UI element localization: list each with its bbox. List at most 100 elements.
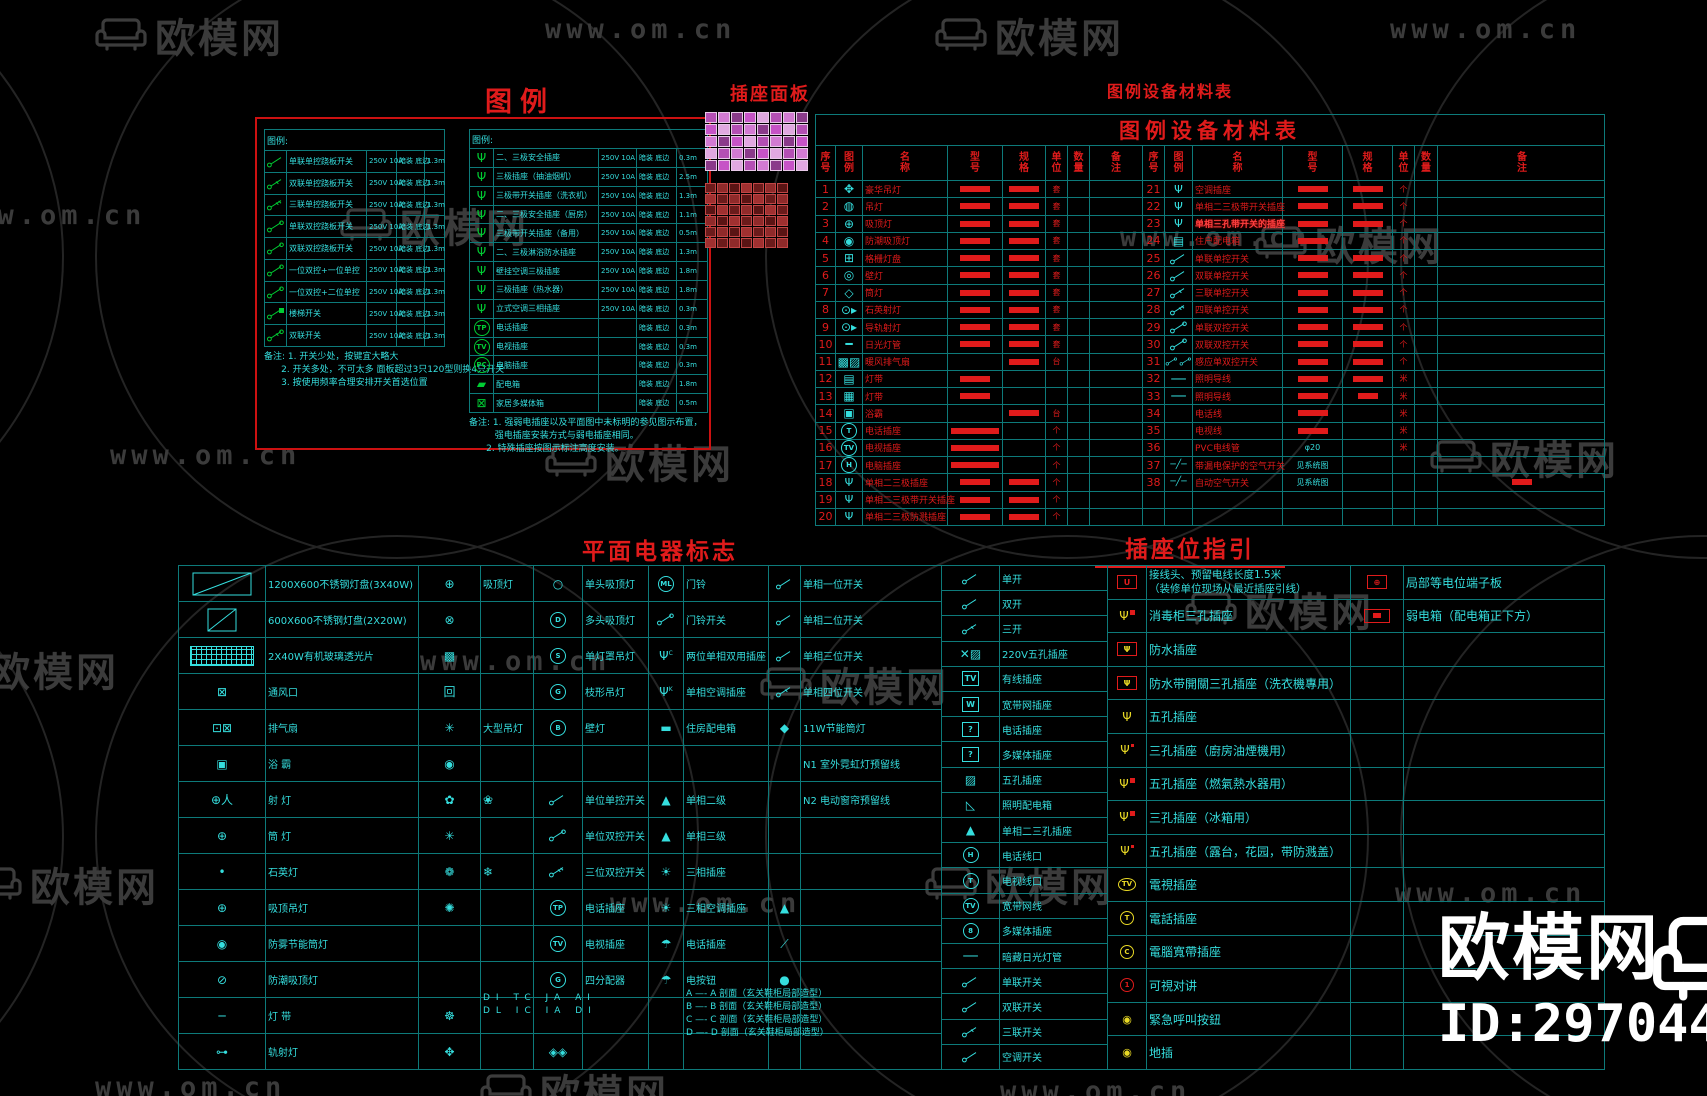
materials-row: 14 ▣ 浴霸 台 34 电话线 米 bbox=[816, 405, 1604, 423]
materials-no-cell: 1 bbox=[816, 181, 836, 198]
socket-panel-cell bbox=[717, 194, 728, 204]
socket-panel-cell bbox=[796, 148, 808, 159]
materials-model-cell bbox=[948, 474, 1003, 491]
legend-header: 图例: bbox=[472, 135, 494, 146]
socket-panel-cell bbox=[765, 216, 776, 226]
socket-panel-cell bbox=[796, 112, 808, 123]
materials-empty-cell bbox=[1438, 492, 1606, 508]
sofa-icon bbox=[1652, 908, 1707, 1006]
materials-name-cell: 灯带 bbox=[863, 388, 948, 405]
plan-label-cell: 射 灯 bbox=[266, 782, 419, 817]
materials-model-cell bbox=[948, 388, 1003, 405]
plan-row: ⊡⊠ 排气扇 ✳ 大型吊灯 B 壁灯 ▬ 住房配电箱 ◆ 11W节能筒灯 bbox=[179, 710, 941, 746]
legend-row: 单联双控跷板开关 250V 10A 暗装 底边 1.3m bbox=[265, 216, 445, 239]
materials-model-cell: φ20 bbox=[1283, 439, 1343, 456]
materials-qty-cell bbox=[1068, 336, 1090, 353]
socket-panel-cell bbox=[718, 160, 730, 171]
materials-model-cell bbox=[948, 267, 1003, 284]
legend-spec-cell: 250V 10A bbox=[599, 299, 637, 318]
legend-symbol-cell: TV bbox=[470, 337, 494, 356]
guide-symbol2-cell bbox=[1351, 700, 1404, 733]
legend-symbol-cell: Ψ bbox=[470, 262, 494, 281]
guide-symbol2-cell bbox=[1351, 767, 1404, 801]
plan-symbol-cell bbox=[534, 854, 583, 889]
socket-panel-cell bbox=[770, 112, 782, 123]
strip-label-cell: 宽带网插座 bbox=[1002, 700, 1052, 712]
legend-height-cell: 1.3m bbox=[427, 244, 445, 253]
plan-strip-row: 双开 bbox=[942, 591, 1107, 617]
materials-model-cell bbox=[1283, 388, 1343, 405]
legend-symbol-cell: Ψ bbox=[470, 224, 494, 243]
materials-symbol-cell: ◍ bbox=[836, 198, 863, 215]
legend-symbol-cell: Ψ bbox=[470, 299, 494, 318]
materials-qty-cell bbox=[1415, 267, 1438, 284]
socket-panel-cell bbox=[777, 227, 788, 237]
legend-name-cell: 壁挂空调三极插座 bbox=[494, 262, 599, 281]
materials-qty-cell bbox=[1068, 388, 1090, 405]
plan-symbol-cell: ⊕ bbox=[419, 566, 481, 601]
strip-symbol-cell: ? bbox=[942, 742, 1000, 767]
materials-symbol-cell: ▤ bbox=[1165, 232, 1193, 249]
materials-spec-cell bbox=[1003, 474, 1046, 491]
legend-row: ▰ 配电箱 暗装 底边 1.8m bbox=[470, 375, 707, 395]
materials-header-cell: 图例 bbox=[836, 146, 863, 180]
materials-note-cell bbox=[1438, 354, 1606, 370]
plan-symbol-cell bbox=[769, 638, 801, 673]
materials-spec-cell bbox=[1343, 301, 1393, 318]
plan-label-cell bbox=[684, 746, 769, 781]
plan-label-cell: 600X600不锈钢灯盘(2X20W) bbox=[266, 602, 419, 637]
strip-label-cell: 电视线口 bbox=[1002, 877, 1042, 889]
socket-panel-cell bbox=[731, 160, 743, 171]
plan-symbol-cell: ◉ bbox=[179, 926, 266, 961]
materials-symbol-cell: Ψ bbox=[836, 508, 863, 525]
watermark-brand: 欧模网 bbox=[0, 855, 159, 913]
socket-panel-cell bbox=[783, 148, 795, 159]
materials-unit-cell: 套 bbox=[1046, 319, 1068, 336]
legend-row: Ψ 二、三极安全插座（厨房） 250V 10A 暗装 底边 1.1m bbox=[470, 205, 707, 225]
legend-spec-cell: 250V 10A bbox=[599, 243, 637, 262]
legend-height-cell: 1.3m bbox=[427, 200, 445, 209]
socket-panel-cell bbox=[705, 148, 717, 159]
materials-unit-cell: 个 bbox=[1393, 250, 1415, 267]
plan-symbol-cell bbox=[649, 746, 684, 781]
legend-mount-cell: 暗装 底边 bbox=[397, 151, 429, 172]
strip-label-cell: 空调开关 bbox=[1002, 1053, 1042, 1065]
plan-label-cell: 轨射灯 bbox=[266, 1034, 419, 1069]
legend-name-cell: 一位双控+二位单控 bbox=[287, 281, 367, 303]
plan-label-cell: 单相三位开关 bbox=[803, 652, 863, 663]
watermark-url: www.om.cn bbox=[1000, 1076, 1192, 1096]
materials-qty-cell bbox=[1415, 474, 1438, 491]
materials-no-cell: 17 bbox=[816, 457, 836, 474]
materials-spec-cell bbox=[1003, 439, 1046, 456]
materials-name-cell: 带漏电保护的空气开关 bbox=[1193, 457, 1285, 474]
plan-label-cell bbox=[481, 1034, 534, 1069]
socket-panel-cell bbox=[705, 136, 717, 147]
legend-symbol-cell: ▰ bbox=[470, 375, 494, 394]
materials-model-cell bbox=[948, 439, 1003, 456]
strip-label-cell: 双联开关 bbox=[1002, 1003, 1042, 1015]
socket-panel-cell bbox=[770, 160, 782, 171]
materials-qty-cell bbox=[1415, 388, 1438, 405]
plan-row: ⊕ 筒 灯 ✳ 单位双控开关 ▲ 单相三级 bbox=[179, 818, 941, 854]
legend-symbol-cell: Ψ bbox=[470, 243, 494, 262]
materials-note-cell bbox=[1090, 491, 1143, 508]
strip-symbol-cell: ── bbox=[942, 944, 1000, 969]
strip-symbol-cell bbox=[942, 616, 1000, 641]
legend-mount-cell: 暗装 底边 bbox=[637, 205, 677, 224]
plan-symbol-cell bbox=[534, 746, 583, 781]
materials-no-cell: 4 bbox=[816, 232, 836, 249]
legend-name-cell: 三极带开关插座（备用） bbox=[494, 224, 599, 243]
legend-row: 双联单控跷板开关 250V 10A 暗装 底边 1.3m bbox=[265, 172, 445, 195]
materials-name-cell: 日光灯管 bbox=[863, 336, 948, 353]
plan-symbol-cell bbox=[419, 926, 481, 961]
socket-panel-cell bbox=[718, 112, 730, 123]
materials-model-cell bbox=[948, 422, 1003, 439]
legend-mount-cell: 暗装 底边 bbox=[397, 303, 429, 325]
legend-height-cell: 1.3m bbox=[427, 222, 445, 231]
materials-qty-cell bbox=[1068, 181, 1090, 198]
plan-symbol-cell bbox=[769, 602, 801, 637]
materials-no-cell: 11 bbox=[816, 353, 836, 370]
strip-label-cell: 单相二三孔插座 bbox=[1002, 826, 1072, 838]
materials-note-cell bbox=[1438, 440, 1606, 456]
legend-name-cell: 配电箱 bbox=[494, 375, 599, 394]
